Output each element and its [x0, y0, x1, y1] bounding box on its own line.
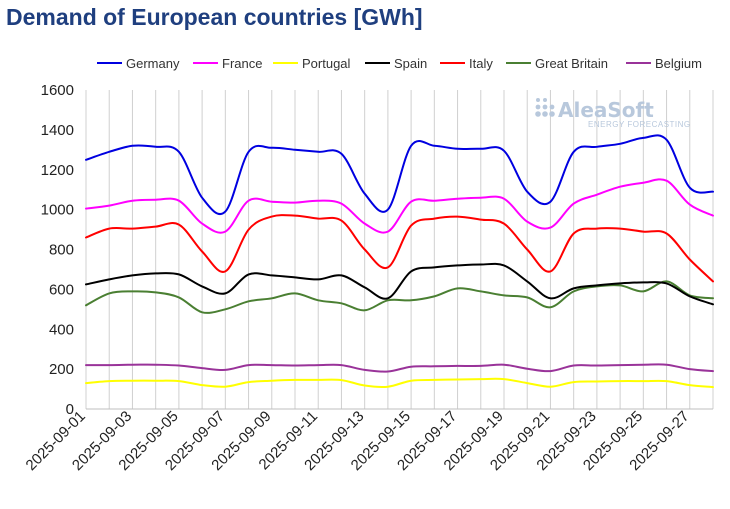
legend-label-belgium: Belgium — [655, 56, 702, 71]
y-tick-label: 400 — [49, 321, 74, 338]
series-line-spain — [85, 262, 714, 306]
aleasoft-watermark: AleaSoft ENERGY FORECASTING — [535, 98, 690, 129]
legend-label-italy: Italy — [469, 56, 493, 71]
legend-label-portugal: Portugal — [302, 56, 351, 71]
chart-title: Demand of European countries [GWh] — [6, 4, 423, 30]
series-line-italy — [85, 214, 714, 283]
watermark-brand: AleaSoft — [558, 98, 654, 122]
series-lines — [85, 134, 714, 389]
y-tick-label: 200 — [49, 361, 74, 378]
y-tick-label: 1400 — [41, 122, 74, 139]
legend-label-great-britain: Great Britain — [535, 56, 608, 71]
legend-label-france: France — [222, 56, 262, 71]
y-tick-label: 800 — [49, 242, 74, 259]
series-line-germany — [85, 134, 714, 216]
watermark-tagline: ENERGY FORECASTING — [588, 120, 691, 129]
y-tick-label: 1000 — [41, 202, 74, 219]
axes: 020040060080010001200140016002025-09-012… — [23, 82, 713, 474]
series-line-portugal — [85, 377, 714, 389]
series-line-belgium — [85, 363, 714, 373]
legend-label-spain: Spain — [394, 56, 427, 71]
y-tick-label: 600 — [49, 281, 74, 298]
y-tick-label: 1200 — [41, 162, 74, 179]
legend-label-germany: Germany — [126, 56, 180, 71]
aleasoft-logo-icon — [535, 98, 555, 117]
y-tick-label: 1600 — [41, 82, 74, 99]
legend: Germany France Portugal Spain Italy Great Bri… — [97, 56, 702, 71]
grid-lines — [85, 90, 714, 409]
y-tick-label: 0 — [66, 401, 74, 418]
series-line-france — [85, 178, 714, 234]
